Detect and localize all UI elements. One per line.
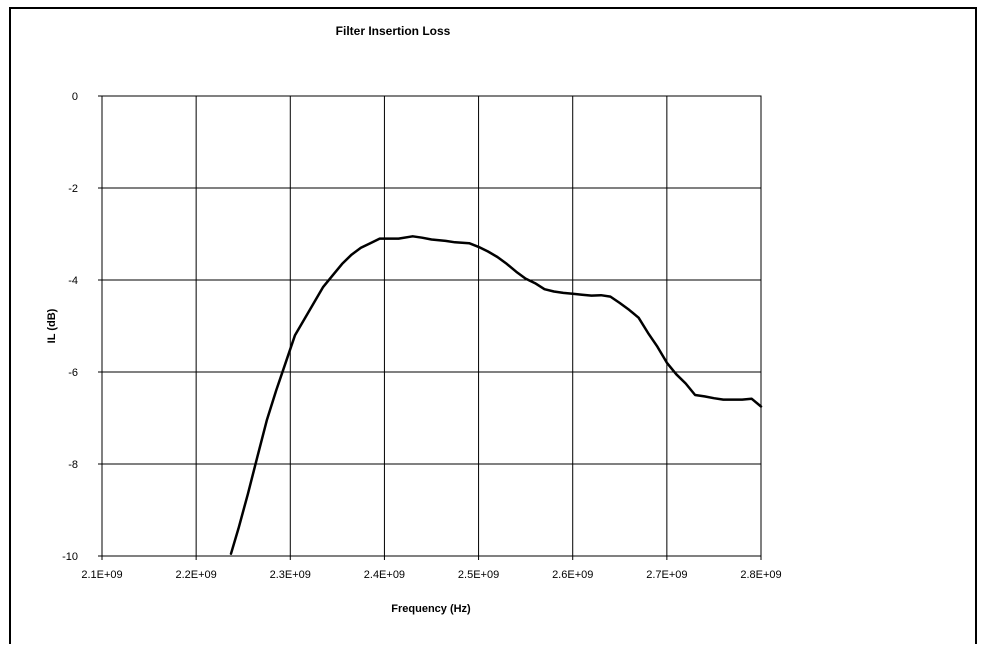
x-tick-label: 2.5E+09: [458, 569, 499, 581]
y-axis-title: IL (dB): [46, 308, 58, 343]
grid-lines: [102, 96, 761, 556]
y-tick-label: -10: [62, 551, 78, 563]
y-tick-label: -2: [68, 183, 78, 195]
x-tick-label: 2.6E+09: [552, 569, 593, 581]
x-axis-title: Frequency (Hz): [391, 603, 471, 615]
series-line: [229, 235, 763, 555]
chart-title: Filter Insertion Loss: [335, 24, 451, 38]
plot-area: [101, 95, 762, 557]
y-tick-label: 0: [72, 91, 78, 103]
tick-marks: [98, 95, 762, 560]
x-tick-label: 2.7E+09: [646, 569, 687, 581]
x-tick-label: 2.3E+09: [270, 569, 311, 581]
y-tick-label: -8: [68, 459, 78, 471]
x-tick-labels: 2.1E+09 2.2E+09 2.3E+09 2.4E+09 2.5E+09 2.6E+…: [81, 569, 781, 581]
x-tick-label: 2.8E+09: [740, 569, 781, 581]
y-tick-label: -4: [68, 275, 78, 287]
y-tick-label: -6: [68, 367, 78, 379]
y-tick-labels: 0 -2 -4 -6 -8 -10: [62, 91, 78, 563]
x-tick-label: 2.4E+09: [364, 569, 405, 581]
x-tick-label: 2.1E+09: [81, 569, 122, 581]
x-tick-label: 2.2E+09: [175, 569, 216, 581]
